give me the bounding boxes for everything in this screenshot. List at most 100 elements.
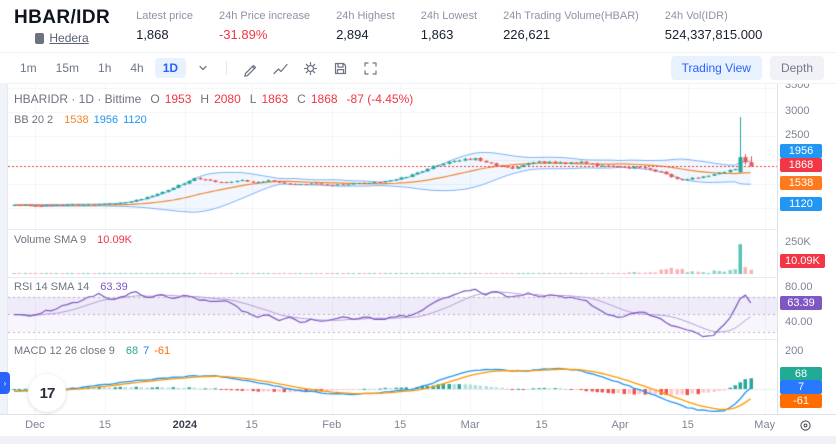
- ohlc-value: 1953: [164, 92, 192, 106]
- axis-tick-label: 3500: [785, 84, 810, 91]
- interval-button-15m[interactable]: 15m: [48, 58, 87, 78]
- header-stat: 24h Trading Volume(HBAR) 226,621: [503, 10, 639, 42]
- legend-value: -61: [154, 345, 171, 357]
- axis-settings-gear-icon[interactable]: [794, 417, 816, 434]
- stat-value: -31.89%: [218, 27, 268, 42]
- stat-label: 24h Price increase: [218, 10, 311, 22]
- axis-price-badge: 1868: [780, 158, 822, 172]
- toolbar-left: 1m 15m 1h 4h 1D: [12, 56, 384, 80]
- ohlc-value: 2080: [214, 92, 241, 106]
- axis-price-badge: 68: [780, 367, 822, 381]
- time-tick: 2024: [172, 419, 198, 431]
- toolbar-divider: [226, 61, 228, 75]
- bb-legend: BB 20 2 1538 1956 1120: [14, 114, 147, 126]
- axis-tick-label: 2500: [785, 129, 810, 141]
- interval-button-4h[interactable]: 4h: [122, 58, 151, 78]
- pair-title: HBAR/IDR: [14, 7, 111, 28]
- header: HBAR/IDR Hedera Latest price 1,868 24h Pri…: [0, 0, 836, 52]
- bottom-strip: [0, 436, 836, 444]
- ohlc-value: 1868: [310, 92, 338, 106]
- legend-value: 10.09K: [97, 234, 133, 246]
- stat-label: Latest price: [136, 10, 193, 22]
- legend-title: HBARIDR · 1D · Bittime: [14, 92, 142, 106]
- time-tick: Feb: [322, 419, 342, 431]
- toolbar-right: Trading View Depth: [670, 56, 824, 80]
- time-tick: Apr: [611, 419, 629, 431]
- macd-pane-canvas[interactable]: [8, 340, 777, 414]
- stat-label: 24h Vol(IDR): [664, 10, 728, 22]
- header-stat: 24h Highest 2,894: [336, 10, 395, 42]
- time-tick: May: [754, 419, 776, 431]
- ohlc-value: 1863: [261, 92, 289, 106]
- axis-price-badge: 1956: [780, 144, 822, 158]
- interval-button-1m[interactable]: 1m: [12, 58, 45, 78]
- volume-pane-canvas[interactable]: [8, 230, 777, 277]
- time-tick: Dec: [25, 419, 45, 431]
- ohlc-label: C: [297, 92, 306, 106]
- pair-block: HBAR/IDR Hedera: [14, 7, 110, 45]
- legend-value: 1538: [64, 114, 89, 126]
- pane-separator[interactable]: [0, 229, 836, 230]
- time-tick: 15: [535, 419, 548, 431]
- axis-price-badge: 63.39: [780, 296, 822, 310]
- axis-price-badge: 10.09K: [780, 254, 825, 268]
- expand-icon[interactable]: [357, 56, 384, 80]
- axis-tick-label: 200: [785, 345, 804, 357]
- rsi-legend: RSI 14 SMA 14 63.39: [14, 281, 128, 293]
- pencil-icon[interactable]: [237, 56, 264, 80]
- axis-tick-label: 40.00: [785, 316, 813, 328]
- chart-toolbar: 1m 15m 1h 4h 1D Trading View Depth: [0, 52, 836, 84]
- interval-button-1h[interactable]: 1h: [90, 58, 119, 78]
- header-stat: 24h Price increase -31.89%: [219, 10, 310, 42]
- hedera-icon: [35, 32, 45, 44]
- legend-value: 1956: [93, 114, 119, 126]
- stat-value: 1,863: [420, 27, 454, 42]
- sidebar-expand-tab[interactable]: ›: [0, 372, 10, 394]
- chart-legend: HBARIDR · 1D · Bittime O 1953 H 2080 L 1863 C 18…: [14, 92, 413, 106]
- header-stat: 24h Vol(IDR) 524,337,815.000: [665, 10, 763, 42]
- axis-tick-label: 250K: [785, 236, 811, 248]
- left-strip: [0, 84, 8, 436]
- legend-value: 1120: [123, 114, 147, 126]
- chart-icon[interactable]: [267, 56, 294, 80]
- axis-price-badge: -61: [780, 394, 822, 408]
- rsi-pane-canvas[interactable]: [8, 278, 777, 339]
- axis-tick-label: 80.00: [785, 281, 813, 293]
- interval-button-1d[interactable]: 1D: [154, 58, 187, 78]
- axis-price-badge: 1120: [780, 197, 822, 211]
- save-icon[interactable]: [327, 56, 354, 80]
- network-label: Hedera: [49, 31, 89, 45]
- stat-label: 24h Lowest: [420, 10, 478, 22]
- ohlc-label: L: [249, 92, 257, 106]
- axis-price-badge: 7: [780, 380, 822, 394]
- pane-separator[interactable]: [0, 339, 836, 340]
- macd-legend: MACD 12 26 close 9 68 7 -61: [14, 345, 170, 357]
- tab-depth[interactable]: Depth: [769, 56, 824, 80]
- ohlc-label: H: [200, 92, 210, 106]
- tradingview-logo[interactable]: 17: [28, 374, 66, 412]
- legend-value: 7: [143, 345, 150, 357]
- header-stat: 24h Lowest 1,863: [421, 10, 477, 42]
- indicator-name: RSI 14 SMA 14: [14, 281, 90, 293]
- price-chart-canvas[interactable]: [8, 84, 777, 229]
- chart-region: › HBARIDR · 1D · Bittime O 1953 H 2080 L 1863 C…: [0, 84, 836, 444]
- tab-trading-view[interactable]: Trading View: [670, 56, 762, 80]
- pane-separator[interactable]: [0, 277, 836, 278]
- time-tick: 15: [245, 419, 258, 431]
- interval-dropdown[interactable]: [189, 56, 216, 80]
- indicator-name: MACD 12 26 close 9: [14, 345, 115, 357]
- time-tick: 15: [98, 419, 112, 431]
- network-link[interactable]: Hedera: [14, 31, 110, 45]
- time-tick: Mar: [460, 419, 480, 431]
- gear-icon[interactable]: [297, 56, 324, 80]
- price-axis[interactable]: 3500 3000 2500 1956 1868 1538 1120 250K 10.09K 80…: [777, 84, 836, 414]
- indicator-name: BB 20 2: [14, 114, 54, 126]
- legend-value: 68: [125, 345, 139, 357]
- stat-value: 2,894: [336, 27, 369, 42]
- time-tick: 15: [681, 419, 694, 431]
- volume-legend: Volume SMA 9 10.09K: [14, 234, 132, 246]
- time-axis[interactable]: Dec 15 2024 15 Feb 15 Mar 15 Apr 15 May: [0, 414, 836, 436]
- time-tick: 15: [394, 419, 407, 431]
- stat-value: 226,621: [503, 27, 551, 42]
